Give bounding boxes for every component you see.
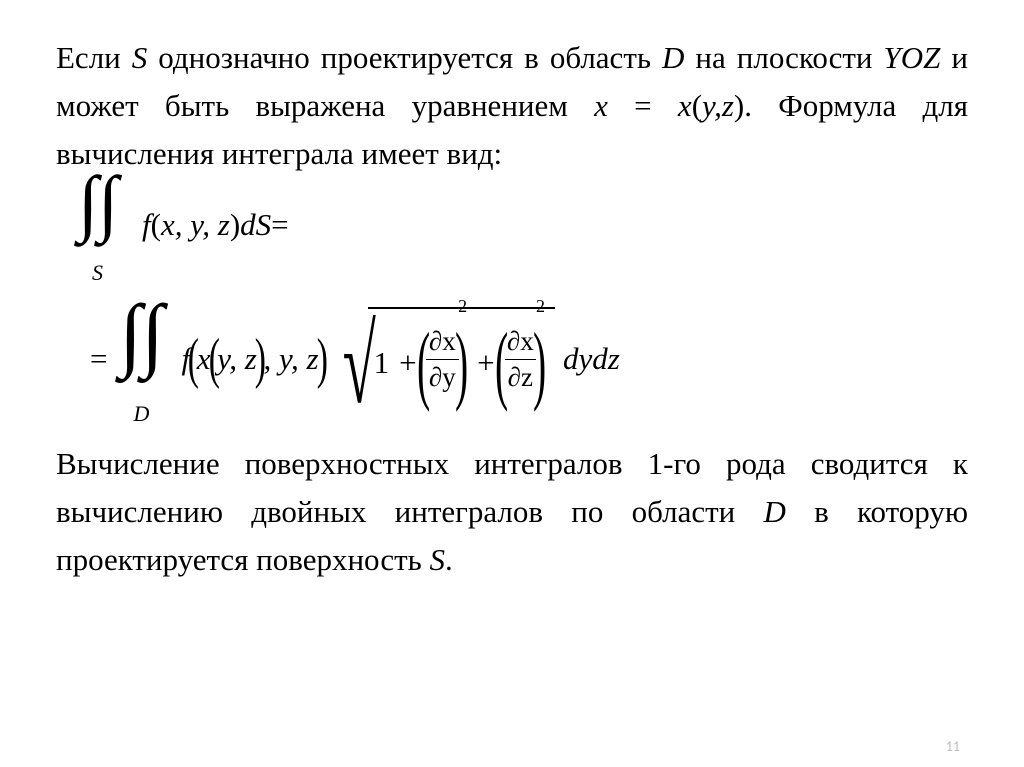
page-number: 11 [946, 738, 960, 755]
paren-close: ) [734, 88, 744, 123]
squared: 2 [458, 296, 467, 317]
f: f [142, 207, 151, 243]
radical-icon: √ [343, 327, 376, 404]
frac-dxdz: ∂x ∂z [504, 326, 537, 393]
dx: ∂x [429, 326, 456, 356]
plus-1: + [399, 345, 416, 381]
eq-args: y,z [702, 88, 734, 123]
rest-args: , y, z [263, 341, 318, 377]
eq-sign: = [608, 88, 678, 123]
equals-2: = [90, 341, 107, 377]
yz: y, z [217, 341, 257, 377]
formula-line-1: ∫∫ S f ( x, y, z ) dS = [78, 186, 968, 264]
squared: 2 [536, 296, 545, 317]
equals: = [271, 207, 288, 243]
text: на плоскости [684, 40, 883, 75]
term-dxdz: ( ∂x ∂z ) 2 [501, 326, 549, 401]
plane-YOZ: YOZ [884, 40, 941, 75]
formula-block: ∫∫ S f ( x, y, z ) dS = = ∫∫ D f ( x ( y… [70, 186, 968, 424]
int-sub-S: S [92, 260, 103, 286]
double-integral-D: ∫∫ D [119, 315, 177, 403]
int-sub-D: D [133, 401, 149, 427]
paren-close: ) [230, 207, 240, 243]
var-S: S [132, 40, 148, 75]
dydz: dydz [563, 341, 620, 377]
formula-line-2: = ∫∫ D f ( x ( y, z ) , y, z ) √ 1 + ( [90, 294, 968, 424]
double-integral-S: ∫∫ S [78, 186, 136, 264]
dz: ∂z [508, 362, 533, 392]
lparen: ( [495, 328, 508, 403]
text: однозначно проектируется в область [147, 40, 662, 75]
one: 1 [374, 345, 390, 381]
lparen: ( [417, 328, 430, 403]
rparen: ) [455, 328, 468, 403]
rparen: ) [533, 328, 546, 403]
dy: ∂y [429, 362, 456, 392]
dS: dS [240, 207, 271, 243]
paren-open: ( [692, 88, 702, 123]
paragraph-1: Если S однозначно проектируется в област… [56, 34, 968, 178]
inner-paren-close: ) [255, 337, 266, 382]
eq-rhs: x [678, 88, 692, 123]
paren-open: ( [151, 207, 161, 243]
paragraph-2: Вычисление поверхностных интегралов 1-го… [56, 440, 968, 584]
text: Если [56, 40, 132, 75]
var-D: D [764, 494, 786, 529]
plus-2: + [477, 345, 494, 381]
args-xyz: x, y, z [161, 207, 230, 243]
big-paren-open: ( [188, 337, 199, 382]
inner-paren-open: ( [208, 337, 219, 382]
eq-lhs: x [594, 88, 608, 123]
dx: ∂x [507, 326, 534, 356]
var-D: D [662, 40, 684, 75]
big-paren-close: ) [316, 337, 327, 382]
term-dxdy: ( ∂x ∂y ) 2 [423, 326, 471, 401]
var-S: S [430, 542, 446, 577]
sqrt: √ 1 + ( ∂x ∂y ) 2 + ( [329, 307, 555, 411]
slide-page: { "para1": { "t1": "Если ", "S": "S", "t… [0, 0, 1024, 767]
frac-dxdy: ∂x ∂y [426, 326, 459, 393]
radicand: 1 + ( ∂x ∂y ) 2 + ( [368, 307, 555, 411]
text: . [445, 542, 453, 577]
